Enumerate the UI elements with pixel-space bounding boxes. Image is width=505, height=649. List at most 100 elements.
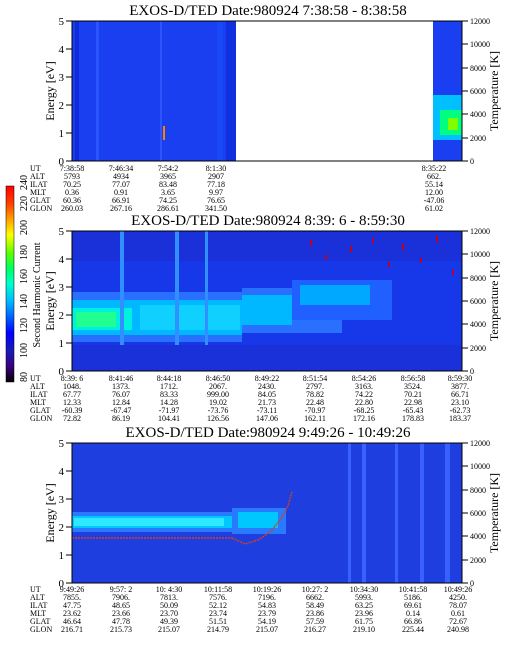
orbit-cell: 9:57: 2 [110, 585, 132, 594]
orbit-row-label: GLON [30, 414, 52, 423]
orbit-row-label: UT [30, 585, 41, 594]
orbit-cell: 5186. [404, 593, 422, 602]
orbit-cell: 6662. [306, 593, 324, 602]
colorbar-tick: 100 [19, 343, 30, 358]
orbit-cell: 58.49 [306, 601, 324, 610]
orbit-cell: 83.48 [159, 180, 177, 189]
orbit-cell: 999.00 [207, 390, 229, 399]
colorbar: 80 100 120 140 160 180 200 220 240 Secon… [5, 175, 43, 383]
panel-1-y2tick: 12000 [470, 17, 490, 26]
panel-1-ytick: 5 [59, 16, 65, 28]
orbit-cell: 22.80 [355, 398, 373, 407]
orbit-cell: 3965 [160, 172, 176, 181]
orbit-cell: 126.56 [207, 414, 229, 423]
panel-3-y-axis: 0 1 2 3 4 5 Energy [eV] [43, 438, 72, 590]
panel-2-y2tick: 2000 [470, 344, 486, 353]
panel-2: EXOS-D/TED Date:980924 8:39: 6 - 8:59:30 [30, 213, 501, 423]
orbit-cell: 12.33 [63, 398, 81, 407]
orbit-cell: 3877. [451, 382, 469, 391]
panel-3-ytick: 4 [59, 466, 65, 478]
orbit-row-label: MLT [30, 609, 46, 618]
colorbar-scale [5, 185, 15, 383]
orbit-cell: 4934 [113, 172, 129, 181]
panel-2-y2tick: 6000 [470, 297, 486, 306]
orbit-cell: 662. [427, 172, 441, 181]
orbit-cell: 23.10 [451, 398, 469, 407]
orbit-row-label: ILAT [30, 180, 47, 189]
orbit-cell: 12.00 [425, 188, 443, 197]
orbit-row-label: ALT [30, 382, 45, 391]
orbit-cell: 7813. [160, 593, 178, 602]
orbit-cell: 86.19 [112, 414, 130, 423]
orbit-cell: 8:39: 6 [61, 374, 83, 383]
orbit-cell: 104.41 [158, 414, 180, 423]
orbit-cell: 215.07 [256, 625, 278, 634]
orbit-cell: 47.78 [112, 617, 130, 626]
colorbar-tick: 120 [19, 318, 30, 333]
orbit-cell: 19.02 [209, 398, 227, 407]
orbit-cell: 8:44:18 [157, 374, 181, 383]
orbit-cell: 10:34:30 [350, 585, 378, 594]
orbit-cell: 2430. [258, 382, 276, 391]
orbit-cell: 46.64 [63, 617, 81, 626]
orbit-cell: 69.61 [404, 601, 422, 610]
orbit-cell: 63.25 [355, 601, 373, 610]
orbit-cell: -62.73 [450, 406, 471, 415]
orbit-cell: 2907 [208, 172, 224, 181]
orbit-cell: 8:59:30 [448, 374, 472, 383]
orbit-cell: 178.83 [402, 414, 424, 423]
colorbar-tick: 220 [19, 196, 30, 211]
orbit-cell: 215.07 [158, 625, 180, 634]
orbit-cell: 10: 4:30 [156, 585, 182, 594]
orbit-cell: 8:56:58 [401, 374, 425, 383]
orbit-cell: 8:35:22 [422, 164, 446, 173]
orbit-cell: 2067. [209, 382, 227, 391]
orbit-cell: 162.11 [304, 414, 326, 423]
panel-3-y2tick: 8000 [470, 486, 486, 495]
orbit-cell: 74.25 [159, 196, 177, 205]
orbit-cell: 14.28 [160, 398, 178, 407]
orbit-cell: 2797. [306, 382, 324, 391]
orbit-row-label: GLAT [30, 617, 51, 626]
orbit-row-label: UT [30, 374, 41, 383]
orbit-cell: 215.73 [110, 625, 132, 634]
panel-1-data-block-1 [72, 21, 236, 161]
orbit-cell: 66.91 [112, 196, 130, 205]
orbit-cell: 216.27 [304, 625, 326, 634]
orbit-cell: 7576. [209, 593, 227, 602]
orbit-cell: 84.05 [258, 390, 276, 399]
orbit-cell: 260.03 [61, 204, 83, 213]
panel-2-y2tick: 12000 [470, 227, 490, 236]
orbit-cell: 8:1:30 [206, 164, 226, 173]
panel-3-y2tick: 4000 [470, 532, 486, 541]
orbit-row-label: ALT [30, 172, 45, 181]
colorbar-tick: 80 [19, 372, 30, 382]
orbit-cell: -73.11 [257, 406, 277, 415]
orbit-cell: 12.84 [112, 398, 130, 407]
panel-1-y2tick: 4000 [470, 110, 486, 119]
panel-1-ytick: 3 [59, 72, 65, 84]
orbit-cell: 8:46:50 [206, 374, 230, 383]
orbit-cell: 214.79 [207, 625, 229, 634]
panel-3: EXOS-D/TED Date:980924 9:49:26 - 10:49:2… [30, 425, 501, 634]
orbit-row-label: MLT [30, 188, 46, 197]
orbit-cell: 21.73 [258, 398, 276, 407]
orbit-cell: -68.25 [354, 406, 375, 415]
orbit-cell: 23.86 [306, 609, 324, 618]
orbit-cell: 4250. [449, 593, 467, 602]
panel-3-plot-area [71, 442, 463, 584]
orbit-cell: 77.18 [207, 180, 225, 189]
orbit-cell: -60.39 [62, 406, 83, 415]
panel-2-y2tick: 4000 [470, 320, 486, 329]
orbit-cell: 72.82 [63, 414, 81, 423]
orbit-row-label: ILAT [30, 601, 47, 610]
orbit-cell: 7196. [258, 593, 276, 602]
panel-1-orbit-table: UT ALT ILAT MLT GLAT GLON 7:38:58 7:46:3… [30, 164, 446, 213]
colorbar-tick: 160 [19, 269, 30, 284]
panel-3-y2tick: 2000 [470, 556, 486, 565]
panel-3-y2tick: 0 [470, 579, 474, 588]
orbit-row-label: ILAT [30, 390, 47, 399]
orbit-cell: 83.33 [160, 390, 178, 399]
orbit-row-label: UT [30, 164, 41, 173]
orbit-cell: 1048. [63, 382, 81, 391]
